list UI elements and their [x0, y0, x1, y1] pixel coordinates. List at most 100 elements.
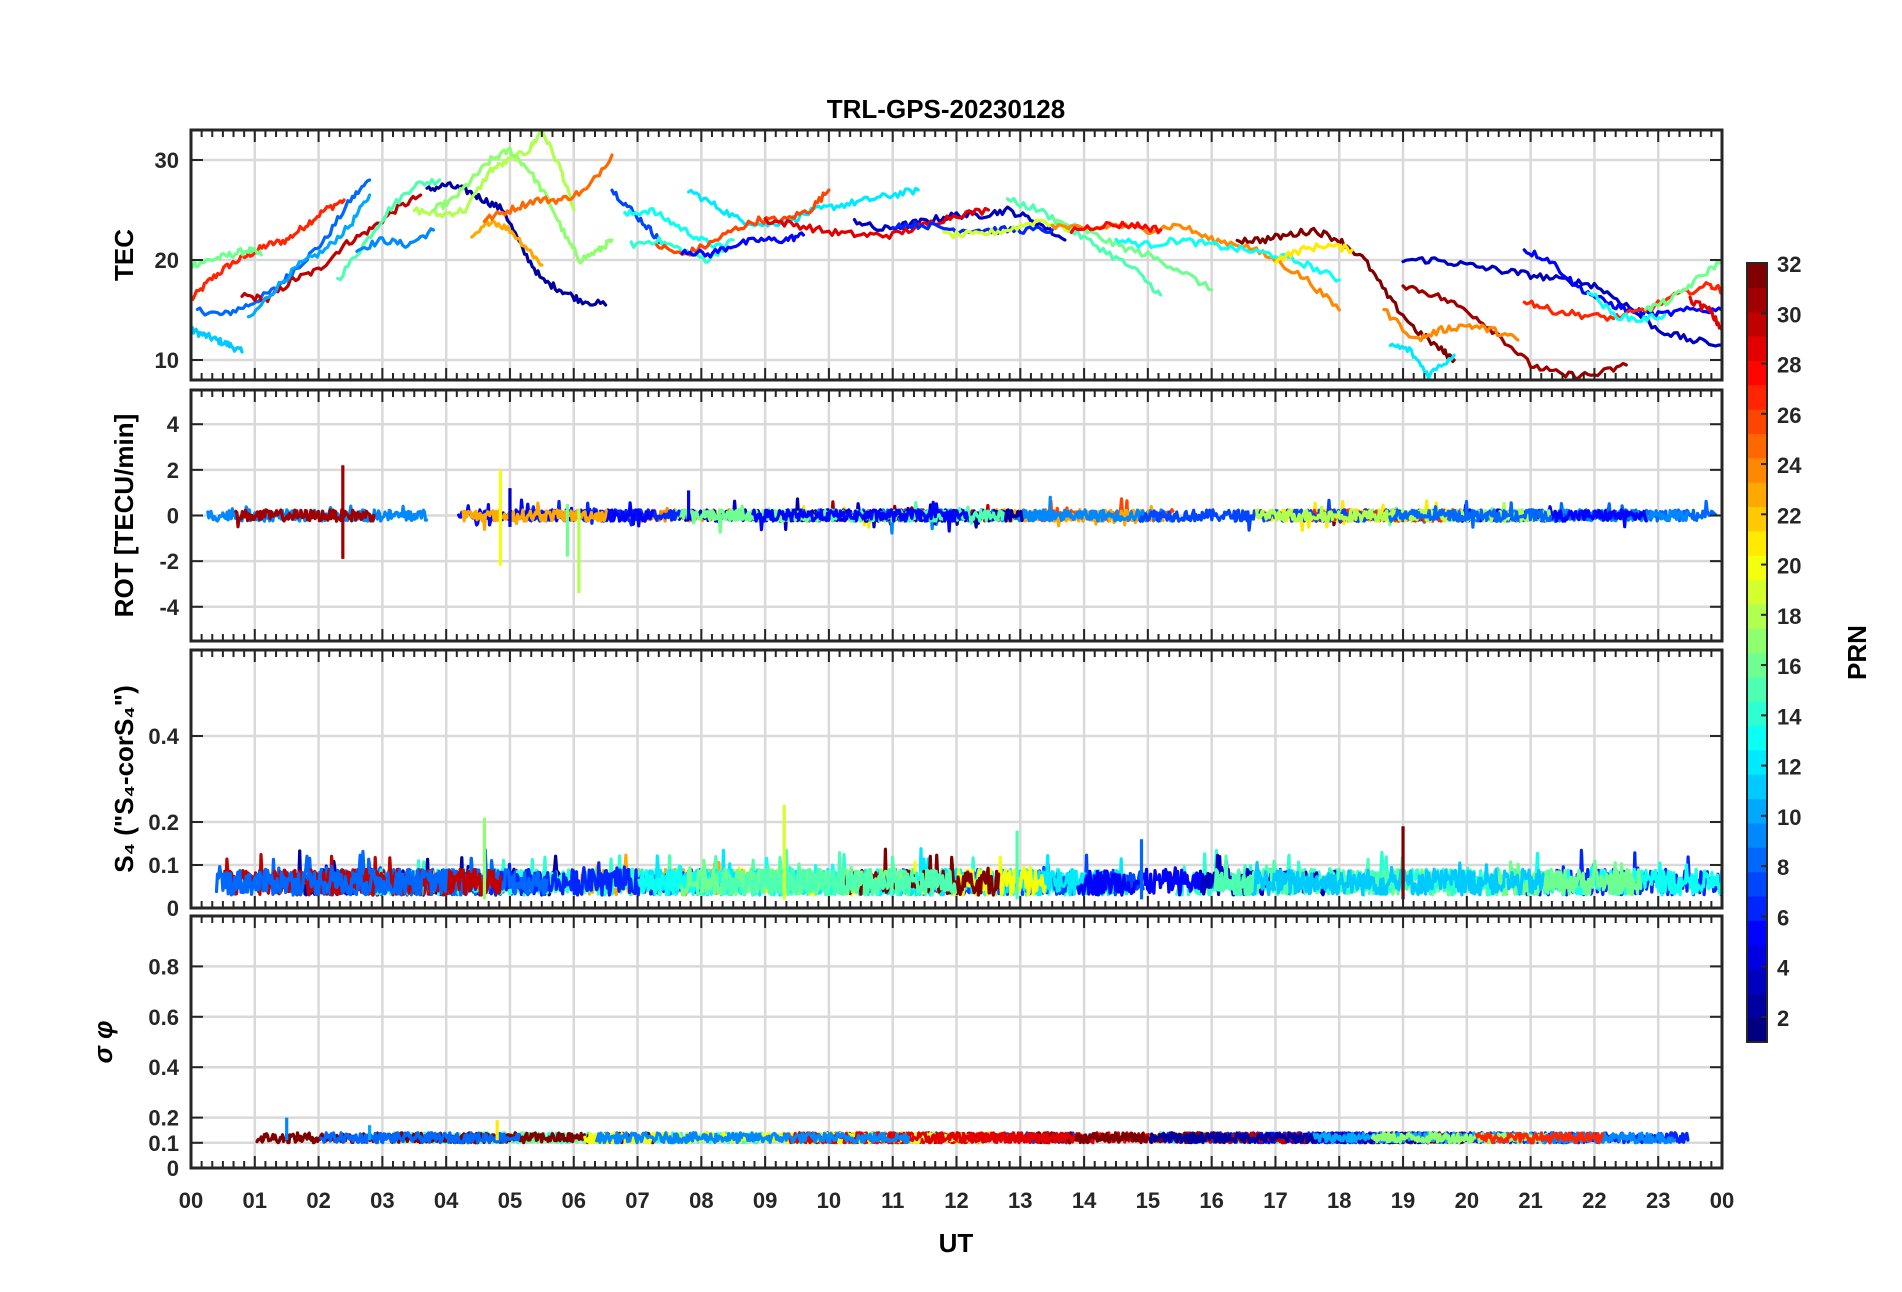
series-prn-17 — [431, 146, 614, 265]
panel-rot: -4 -2 0 2 4 ROT [TECU/min] — [109, 388, 1724, 643]
x-tick-label: 00 — [179, 1188, 203, 1213]
y-tick-label: 30 — [155, 148, 179, 173]
colorbar-swatch — [1747, 579, 1767, 605]
trace-prn-5 — [457, 498, 655, 528]
trace-prn-5 — [751, 500, 969, 533]
y-axis-label-rot: ROT [TECU/min] — [109, 414, 139, 618]
x-tick-label: 22 — [1582, 1188, 1606, 1213]
colorbar-swatch — [1747, 384, 1767, 410]
colorbar-swatch — [1747, 847, 1767, 873]
series-prn-7 — [610, 188, 665, 247]
chart-title: TRL-GPS-20230128 — [827, 94, 1065, 124]
x-tick-label: 05 — [498, 1188, 522, 1213]
colorbar-swatch — [1747, 336, 1767, 361]
colorbar-tick-label: 8 — [1777, 855, 1789, 880]
panel-s4: 0 0.1 0.2 0.4 S₄ ("S₄-corS₄") — [109, 648, 1724, 921]
y-tick-label: 0.1 — [148, 853, 179, 878]
colorbar-swatch — [1747, 603, 1767, 629]
data-rot — [206, 465, 1718, 594]
y-tick-label: 0.4 — [148, 724, 179, 749]
series-prn-5 — [1522, 248, 1722, 320]
series-prn-28 — [1069, 220, 1163, 235]
colorbar-tick-label: 30 — [1777, 302, 1801, 327]
trace-prn-9 — [595, 1131, 911, 1145]
panel-sigma: 00.10.2 0.4 0.6 0.8 σ φ — [88, 914, 1724, 1181]
series-prn-27 — [1522, 281, 1722, 322]
series-prn-10 — [246, 193, 372, 319]
x-tick-label: 21 — [1518, 1188, 1542, 1213]
trace-prn-8 — [319, 1131, 521, 1145]
series-prn-9 — [355, 227, 435, 253]
trace-prn-27 — [1474, 1131, 1604, 1145]
x-tick-label: 01 — [243, 1188, 267, 1213]
series-prn-29 — [763, 206, 990, 240]
colorbar-tick-label: 14 — [1777, 704, 1802, 729]
series-prn-23 — [470, 219, 544, 267]
colorbar-swatch — [1747, 287, 1767, 313]
series-prn-13 — [1586, 291, 1667, 324]
colorbar-swatch — [1747, 895, 1767, 921]
x-tick-label: 04 — [434, 1188, 459, 1213]
data-s4 — [214, 804, 1722, 900]
colorbar-swatch — [1747, 822, 1767, 848]
x-tick-label: 14 — [1072, 1188, 1097, 1213]
series-prn-16 — [1643, 258, 1722, 313]
y-tick-label: 0.2 — [148, 810, 179, 835]
colorbar-swatch — [1747, 749, 1767, 775]
x-tick-label: 13 — [1008, 1188, 1032, 1213]
x-tick-label: 23 — [1646, 1188, 1670, 1213]
y-tick-label: 0.8 — [148, 954, 179, 979]
colorbar-tick-label: 12 — [1777, 755, 1801, 780]
trace-prn-8 — [214, 853, 449, 897]
colorbar-swatch — [1747, 457, 1767, 483]
series-prn-30 — [240, 193, 423, 304]
y-tick-label: 0 — [167, 504, 179, 529]
x-tick-label: 06 — [562, 1188, 586, 1213]
x-tick-label: 00 — [1710, 1188, 1734, 1213]
colorbar-swatch — [1747, 920, 1767, 946]
y-tick-label: 10 — [155, 348, 179, 373]
data-sigma — [255, 1117, 1690, 1145]
x-tick-label: 15 — [1136, 1188, 1160, 1213]
colorbar-swatch — [1747, 555, 1767, 581]
series-prn-18 — [412, 130, 576, 219]
trace-prn-23 — [461, 501, 608, 531]
x-tick-label: 12 — [944, 1188, 968, 1213]
x-tick-label: 16 — [1199, 1188, 1223, 1213]
x-axis-label: UT — [939, 1228, 974, 1258]
colorbar-swatch — [1747, 993, 1767, 1019]
y-tick-label: 2 — [167, 458, 179, 483]
colorbar-swatch — [1747, 968, 1767, 994]
colorbar-swatch — [1747, 506, 1767, 532]
y-tick-label: 0.2 — [148, 1106, 179, 1131]
trace-prn-17 — [1371, 1131, 1549, 1145]
x-tick-label: 09 — [753, 1188, 777, 1213]
trace-prn-5 — [1076, 866, 1202, 897]
colorbar-swatch — [1747, 701, 1767, 727]
colorbar-swatch — [1747, 676, 1767, 702]
colorbar-tick-label: 24 — [1777, 453, 1802, 478]
series-prn-24 — [1382, 307, 1520, 343]
series-prn-12 — [687, 186, 920, 228]
colorbar-swatch — [1747, 360, 1767, 386]
trace-prn-31 — [234, 508, 376, 529]
y-tick-label: 20 — [155, 248, 179, 273]
colorbar-swatch — [1747, 263, 1767, 288]
x-tick-label: 20 — [1455, 1188, 1479, 1213]
x-tick-label: 10 — [817, 1188, 841, 1213]
series-prn-15 — [336, 178, 442, 282]
colorbar-swatch — [1747, 482, 1767, 508]
colorbar-frame — [1746, 262, 1768, 1043]
colorbar-tick-label: 6 — [1777, 905, 1789, 930]
colorbar-swatch — [1747, 530, 1767, 556]
x-axis: 00 01 02 03 04 05 06 07 08 09 10 11 12 13 14 15 16 17 18 19… — [179, 1188, 1734, 1213]
colorbar-swatch — [1747, 944, 1767, 970]
x-tick-label: 08 — [689, 1188, 713, 1213]
series-prn-12 — [1388, 342, 1456, 380]
series-prn-29 — [1688, 295, 1722, 332]
x-tick-label: 03 — [370, 1188, 394, 1213]
colorbar-tick-label: 32 — [1777, 252, 1801, 277]
trace-prn-8 — [1388, 499, 1553, 529]
